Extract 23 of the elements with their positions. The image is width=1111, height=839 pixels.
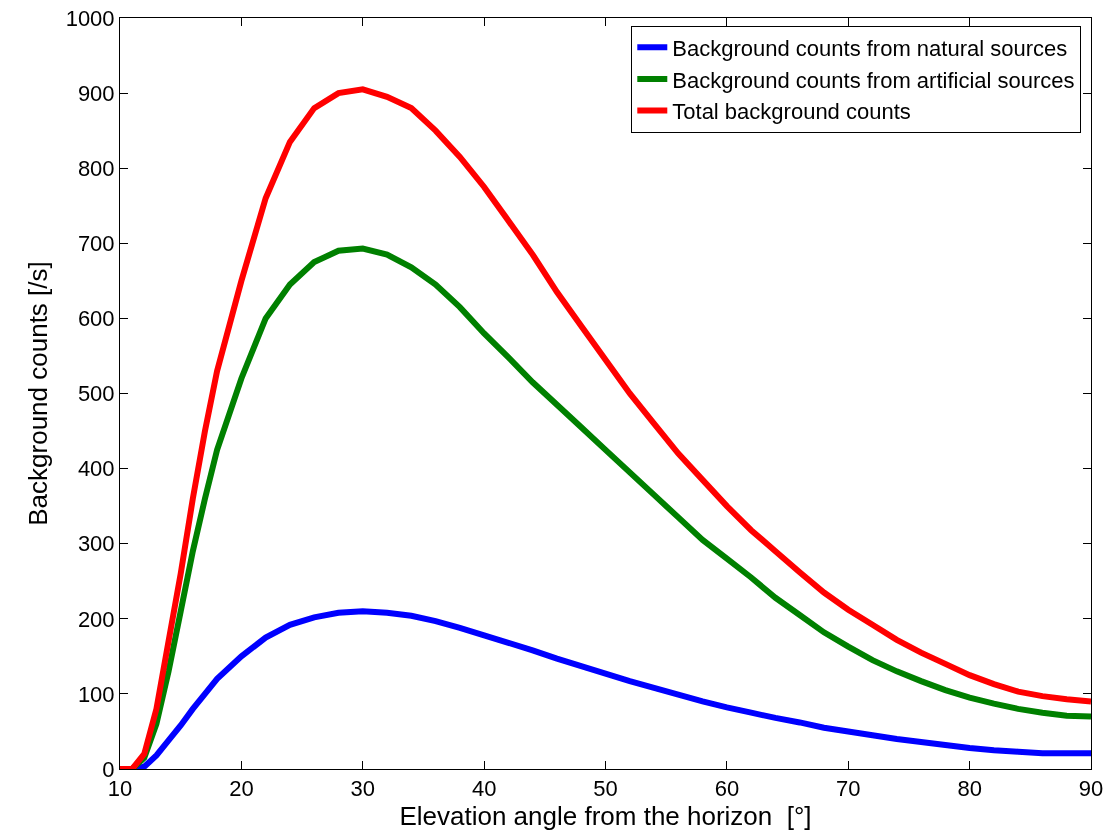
y-tick-label: 100 [77, 681, 115, 707]
x-tick-label: 70 [836, 776, 861, 802]
y-tick-label: 700 [77, 231, 115, 256]
x-axis-title: Elevation angle from the horizon [°] [399, 801, 812, 832]
x-tick-label: 80 [957, 776, 982, 802]
y-axis-title: Background counts [/s] [23, 261, 54, 526]
x-tick-label: 50 [593, 776, 618, 802]
legend-label: Total background counts [672, 99, 911, 125]
x-tick-label: 60 [714, 776, 740, 802]
legend-label: Background counts from natural sources [672, 35, 1068, 61]
x-tick-label: 90 [1078, 776, 1104, 802]
y-tick-label: 800 [77, 155, 115, 181]
x-tick-label: 20 [229, 776, 254, 802]
y-tick-label: 1000 [65, 5, 115, 31]
y-tick-label: 600 [77, 306, 115, 332]
y-tick-label: 300 [77, 531, 115, 557]
y-tick-label: 200 [77, 606, 115, 632]
x-tick-label: 40 [471, 776, 497, 802]
legend-label: Background counts from artificial sources [672, 67, 1075, 93]
x-tick-label: 30 [350, 776, 375, 802]
y-tick-label: 500 [77, 381, 115, 407]
y-tick-label: 400 [77, 456, 115, 482]
y-tick-label: 900 [77, 80, 115, 106]
